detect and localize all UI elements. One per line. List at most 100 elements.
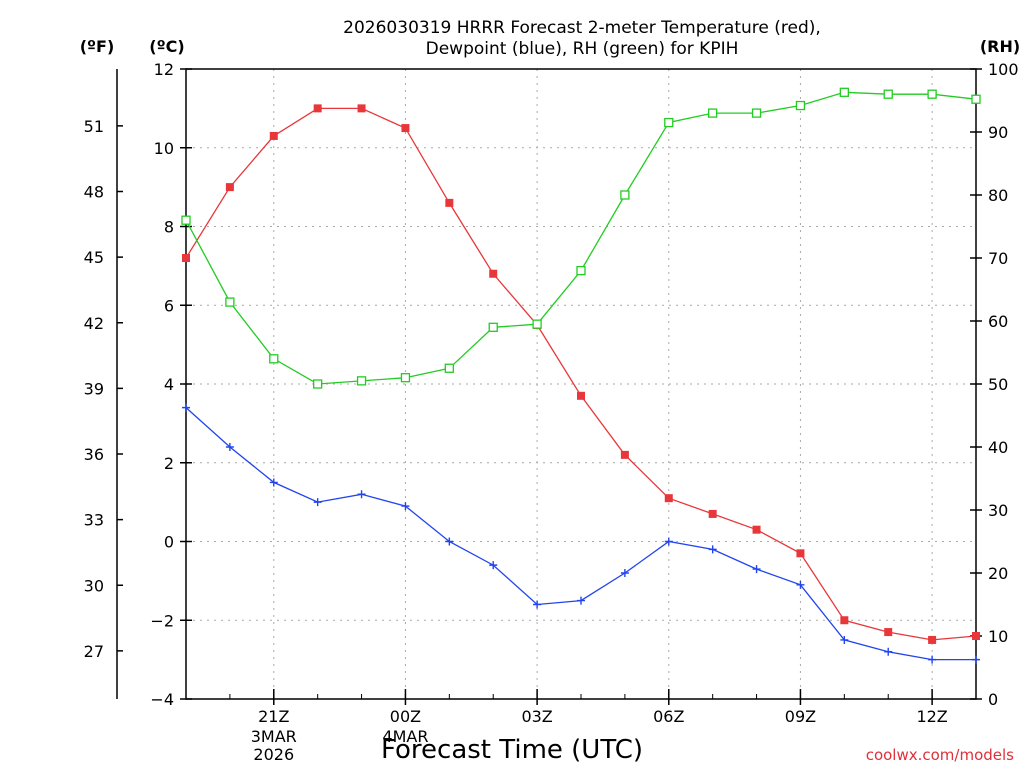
rh-data-point: [971, 94, 981, 104]
temperature-data-point: [972, 632, 980, 640]
rh-series-line: [185, 91, 977, 385]
rh-tick-label: 50: [988, 375, 1008, 394]
fahrenheit-tick-label: 45: [84, 248, 104, 267]
rh-data-point: [664, 117, 674, 128]
x-tick-label: 00Z: [390, 707, 421, 726]
rh-data-point: [708, 108, 718, 118]
temperature-data-point: [269, 131, 278, 140]
x-axis-label: Forecast Time (UTC): [381, 735, 643, 765]
dewpoint-series-line: [185, 407, 976, 661]
rh-data-point: [181, 215, 191, 225]
rh-data-point: [927, 89, 937, 99]
temperature-data-point: [928, 635, 937, 644]
dewpoint-data-point: [972, 655, 980, 664]
rh-data-point: [751, 108, 762, 118]
temperature-data-point: [708, 509, 717, 518]
celsius-tick-label: −4: [150, 690, 174, 709]
temperature-data-point: [182, 254, 190, 262]
celsius-tick-label: 12: [154, 60, 174, 79]
fahrenheit-tick-label: 27: [84, 642, 104, 661]
rh-unit-label: (RH): [980, 37, 1020, 56]
rh-tick-label: 60: [988, 312, 1008, 331]
celsius-tick-label: 4: [164, 375, 174, 394]
dewpoint-data-point: [489, 561, 498, 570]
fahrenheit-unit-label: (ºF): [80, 37, 115, 56]
x-tick-label: 12Z: [916, 707, 947, 726]
chart-title-line1: 2026030319 HRRR Forecast 2-meter Tempera…: [343, 18, 821, 38]
rh-data-point: [576, 265, 586, 276]
rh-data-point: [488, 322, 498, 332]
temperature-data-point: [445, 198, 454, 207]
temperature-data-point: [620, 450, 629, 459]
dewpoint-data-point: [225, 443, 234, 451]
dewpoint-data-point: [796, 580, 805, 589]
temperature-data-point: [313, 104, 322, 113]
temperature-data-point: [796, 549, 805, 558]
dewpoint-data-point: [928, 655, 937, 664]
temperature-data-point: [752, 525, 761, 534]
x-tick-sublabel-year: 2026: [253, 745, 294, 764]
rh-tick-label: 10: [988, 627, 1008, 646]
dewpoint-data-point: [884, 647, 893, 656]
rh-tick-label: 100: [988, 60, 1019, 79]
dewpoint-data-point: [577, 596, 585, 605]
x-tick-label: 09Z: [785, 707, 816, 726]
temperature-data-point: [840, 616, 849, 625]
temperature-data-point: [489, 269, 498, 278]
fahrenheit-tick-label: 36: [84, 445, 104, 464]
rh-data-point: [795, 100, 806, 111]
rh-tick-label: 0: [988, 690, 998, 709]
dewpoint-data-point: [182, 403, 190, 412]
fahrenheit-tick-label: 33: [84, 511, 104, 530]
celsius-tick-label: 0: [164, 533, 174, 552]
dewpoint-data-point: [620, 569, 629, 577]
dewpoint-data-point: [269, 478, 278, 487]
rh-tick-label: 30: [988, 501, 1008, 520]
credit-text: coolwx.com/models: [866, 746, 1014, 764]
fahrenheit-tick-label: 30: [84, 576, 104, 595]
rh-data-point: [313, 379, 323, 389]
rh-data-point: [225, 297, 235, 307]
rh-tick-label: 20: [988, 564, 1008, 583]
fahrenheit-tick-label: 42: [84, 314, 104, 333]
rh-data-point: [400, 373, 411, 383]
rh-tick-label: 70: [988, 249, 1008, 268]
dewpoint-data-point: [445, 537, 454, 546]
rh-tick-label: 90: [988, 123, 1008, 142]
rh-data-point: [532, 319, 542, 329]
rh-data-point: [356, 376, 367, 386]
axes: 121086420−2−4514845423936333027100908070…: [84, 60, 1019, 764]
rh-data-point: [620, 190, 630, 200]
celsius-tick-label: 10: [154, 139, 174, 158]
x-tick-label: 03Z: [521, 707, 552, 726]
dewpoint-data-point: [401, 502, 410, 511]
celsius-unit-label: (ºC): [149, 37, 184, 56]
temperature-data-point: [357, 104, 366, 113]
temperature-data-point: [884, 628, 893, 637]
fahrenheit-tick-label: 51: [84, 117, 104, 136]
celsius-tick-label: 2: [164, 454, 174, 473]
rh-tick-label: 40: [988, 438, 1008, 457]
fahrenheit-tick-label: 39: [84, 379, 104, 398]
x-tick-label: 21Z: [258, 707, 289, 726]
rh-data-point: [269, 354, 279, 364]
celsius-tick-label: 6: [164, 296, 174, 315]
temperature-data-point: [401, 124, 410, 133]
dewpoint-data-point: [313, 498, 322, 507]
rh-data-point: [444, 363, 454, 373]
x-tick-label: 06Z: [653, 707, 684, 726]
dewpoint-data-point: [533, 600, 542, 609]
celsius-tick-label: −2: [150, 611, 174, 630]
temperature-data-point: [225, 183, 234, 192]
dewpoint-data-point: [664, 537, 673, 546]
rh-data-point: [883, 89, 893, 99]
dewpoint-data-point: [708, 545, 717, 554]
series-layer: [181, 87, 981, 664]
rh-tick-label: 80: [988, 186, 1008, 205]
x-tick-sublabel-date: 3MAR: [251, 727, 297, 746]
dewpoint-data-point: [752, 565, 761, 574]
rh-data-point: [839, 87, 849, 97]
temperature-series-line: [185, 107, 977, 641]
dewpoint-data-point: [840, 635, 849, 644]
